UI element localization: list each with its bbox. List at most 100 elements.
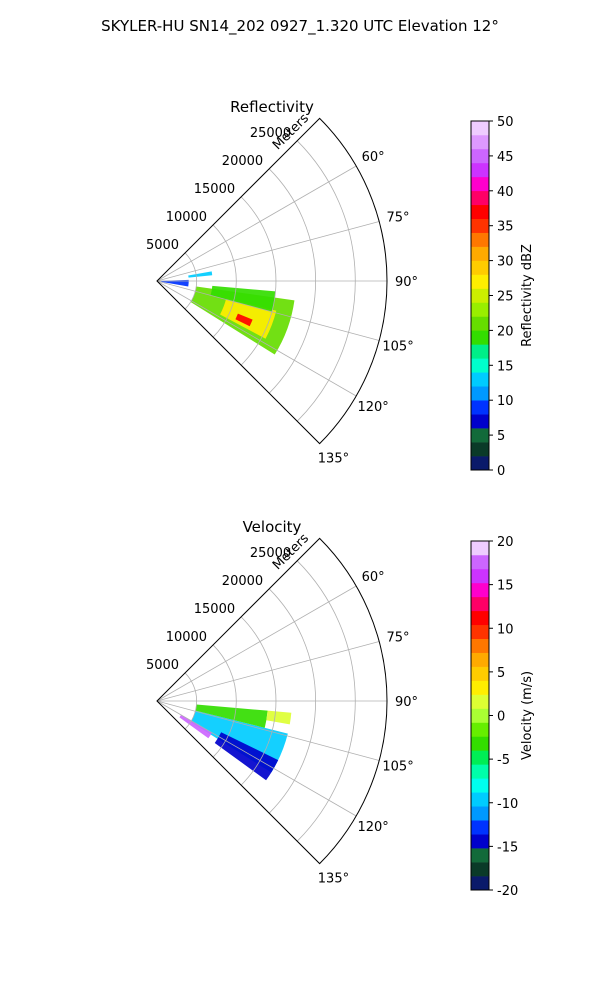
colorbar-segment (471, 568, 489, 584)
angle-gridline (156, 280, 380, 341)
angle-tick-label: 60° (362, 150, 385, 165)
colorbar-segment (471, 456, 489, 471)
colorbar: 0 5 10 15 20 25 30 35 40 45 50 Reflectivity dBZ (470, 115, 535, 479)
colorbar-segment (471, 204, 489, 220)
colorbar-segment (471, 554, 489, 570)
colorbar-segment (471, 876, 489, 891)
colorbar-segment (471, 722, 489, 737)
colorbar-segment (471, 750, 489, 765)
angle-tick-label: 75° (387, 210, 410, 225)
range-tick-label: 5000 (146, 658, 179, 673)
colorbar-segment (471, 414, 489, 429)
colorbar-segment (471, 372, 489, 387)
range-tick-label: 25000 (250, 546, 291, 561)
colorbar-segment (471, 778, 489, 793)
colorbar-segment (471, 260, 489, 275)
colorbar-segment (471, 638, 489, 653)
angle-tick-label: 120° (357, 400, 388, 415)
colorbar-tick-label: 40 (497, 185, 514, 200)
colorbar-segment (471, 288, 489, 303)
colorbar-tick-label: 5 (497, 666, 505, 681)
colorbar-segment (471, 302, 489, 317)
sector-outline (156, 537, 388, 865)
colorbar-segment (471, 848, 489, 863)
colorbar-segment (471, 344, 489, 359)
angle-gridline (156, 641, 380, 702)
colorbar-tick-label: 10 (497, 622, 514, 637)
data-field (179, 704, 292, 781)
colorbar-segment (471, 820, 489, 835)
colorbar-tick-label: -20 (497, 884, 518, 899)
region-east-arm (210, 285, 276, 312)
data-field (160, 271, 295, 355)
colorbar-segment (471, 358, 489, 373)
region-peak (235, 313, 253, 327)
colorbar-tick-label: 0 (497, 464, 505, 479)
colorbar-segment (471, 121, 489, 136)
colorbar-segment (471, 806, 489, 821)
colorbar-tick-label: 0 (497, 710, 505, 725)
range-tick-label: 5000 (146, 238, 179, 253)
angle-gridline (156, 165, 357, 282)
colorbar-tick-label: 50 (497, 115, 514, 130)
colorbar-tick-label: 35 (497, 220, 514, 235)
colorbar-tick-label: 20 (497, 535, 514, 550)
range-tick-label: 20000 (222, 154, 263, 169)
colorbar-tick-label: 15 (497, 359, 514, 374)
angle-tick-label: 105° (382, 760, 413, 775)
colorbar-segment (471, 274, 489, 289)
colorbar-segment (471, 232, 489, 247)
angle-tick-label: 135° (318, 451, 349, 466)
range-tick-label: 10000 (166, 630, 207, 645)
angle-tick-label: 135° (318, 871, 349, 886)
range-tick-label: 15000 (194, 602, 235, 617)
colorbar-tick-label: -10 (497, 797, 518, 812)
panel-title: Velocity (243, 518, 302, 536)
colorbar-segment (471, 442, 489, 457)
colorbar-segment (471, 792, 489, 807)
colorbar-segment (471, 386, 489, 401)
region-near-zero-band (195, 704, 268, 728)
region-purple-fringe (179, 714, 212, 739)
colorbar-segment (471, 694, 489, 709)
range-tick-label: 10000 (166, 210, 207, 225)
colorbar-segment (471, 708, 489, 723)
angle-gridline (156, 700, 380, 761)
colorbar-tick-label: 10 (497, 394, 514, 409)
angle-tick-label: 90° (395, 695, 418, 710)
colorbar-segment (471, 610, 489, 626)
region-near-range (160, 279, 189, 287)
range-tick-label: 15000 (194, 182, 235, 197)
colorbar-segment (471, 134, 489, 150)
colorbar-segment (471, 176, 489, 192)
region-strong-inbound-edge (214, 732, 279, 781)
angle-gridline (156, 585, 357, 702)
region-spoke (188, 271, 213, 278)
angle-tick-label: 120° (357, 820, 388, 835)
colorbar-tick-label: 25 (497, 290, 514, 305)
velocity-panel: Velocity500010000150002000025000Meters60… (146, 518, 535, 899)
colorbar-segment (471, 148, 489, 164)
colorbar-segment (471, 246, 489, 261)
reflectivity-panel: Reflectivity500010000150002000025000Mete… (146, 98, 535, 479)
colorbar-segment (471, 582, 489, 598)
colorbar-segment (471, 330, 489, 345)
region-outbound-patch (266, 710, 292, 725)
angle-tick-label: 75° (387, 630, 410, 645)
range-tick-label: 25000 (250, 126, 291, 141)
colorbar-segment (471, 596, 489, 612)
colorbar-segment (471, 190, 489, 206)
colorbar-label: Velocity (m/s) (520, 671, 535, 760)
colorbar-tick-label: 5 (497, 429, 505, 444)
colorbar-tick-label: 15 (497, 579, 514, 594)
figure-title: SKYLER-HU SN14_202 0927_1.320 UTC Elevat… (101, 17, 499, 36)
angle-gridline (156, 280, 357, 397)
colorbar-segment (471, 736, 489, 751)
colorbar-tick-label: 30 (497, 255, 514, 270)
colorbar-segment (471, 541, 489, 556)
colorbar-segment (471, 666, 489, 681)
colorbar-segment (471, 680, 489, 695)
colorbar-segment (471, 652, 489, 667)
colorbar-tick-label: -5 (497, 753, 510, 768)
colorbar-segment (471, 624, 489, 640)
